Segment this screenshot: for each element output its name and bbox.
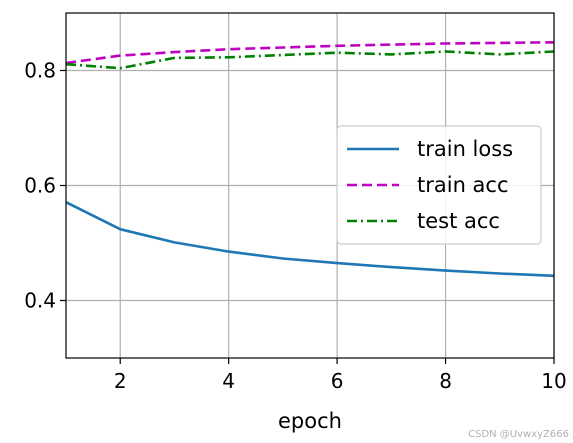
y-tick-label: 0.8: [24, 59, 56, 83]
x-tick-label: 2: [114, 369, 127, 393]
y-tick-label: 0.6: [24, 174, 56, 198]
series-line-1: [65, 41, 555, 65]
legend-box: [336, 125, 542, 245]
x-tick-label: 8: [439, 369, 452, 393]
legend-label-1: train acc: [417, 173, 509, 197]
legend-label-0: train loss: [417, 137, 513, 161]
series-line-2: [65, 50, 555, 70]
legend: train loss train acc test acc: [336, 125, 542, 245]
legend-label-2: test acc: [417, 209, 500, 233]
series-line-0: [65, 201, 555, 278]
x-axis-label: epoch: [278, 409, 342, 433]
series-lines: [65, 41, 555, 278]
x-tick-label: 4: [222, 369, 235, 393]
x-tick-label: 10: [541, 369, 566, 393]
watermark: CSDN @UvwxyZ666: [468, 429, 569, 440]
y-tick-label: 0.4: [24, 289, 56, 313]
x-tick-label: 6: [331, 369, 344, 393]
axis-ticks: 2 4 6 8 10 0.4 0.6 0.8: [24, 59, 567, 394]
